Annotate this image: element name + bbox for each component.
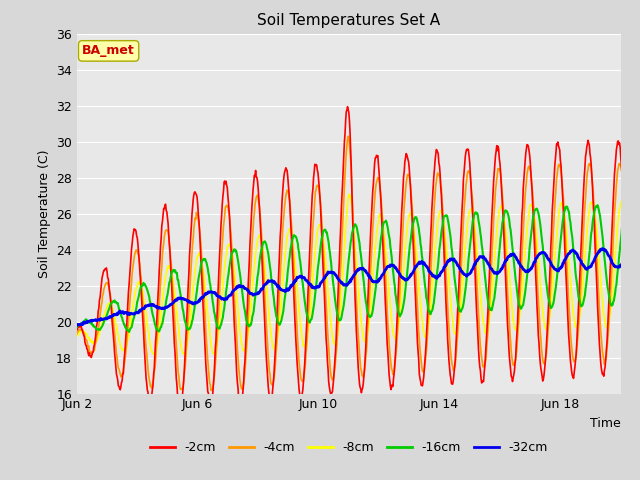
Y-axis label: Soil Temperature (C): Soil Temperature (C) — [38, 149, 51, 278]
X-axis label: Time: Time — [590, 417, 621, 430]
Legend: -2cm, -4cm, -8cm, -16cm, -32cm: -2cm, -4cm, -8cm, -16cm, -32cm — [145, 436, 553, 459]
Text: BA_met: BA_met — [82, 44, 135, 58]
Title: Soil Temperatures Set A: Soil Temperatures Set A — [257, 13, 440, 28]
